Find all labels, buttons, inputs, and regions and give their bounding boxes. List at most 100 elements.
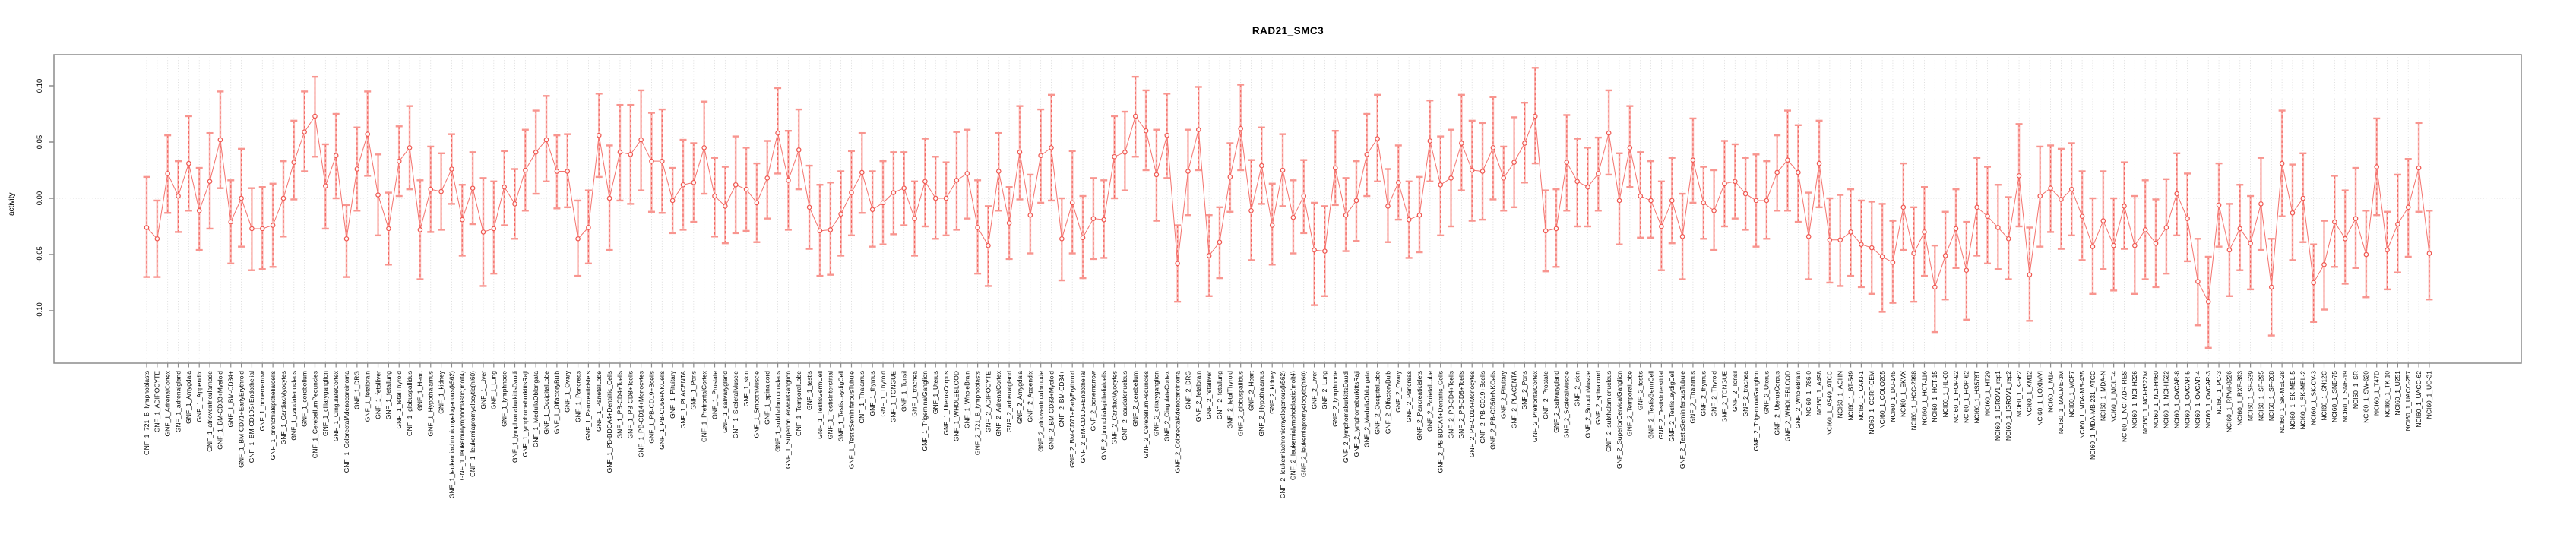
x-category-label: GNF_1_ciliaryganglion [321, 371, 329, 436]
data-point [1774, 169, 1780, 175]
data-point [975, 225, 980, 230]
x-category-label: GNF_1_WholeBrain [964, 371, 971, 428]
x-category-label: GNF_1_CerebellumPeduncles [311, 371, 318, 458]
x-category-label: GNF_1_cerebellum [300, 371, 308, 427]
data-point [1985, 213, 1990, 219]
x-category-label: NCI60_1_NCI-H460 [2152, 371, 2160, 428]
x-category-label: GNF_2_MedullaOblongata [1363, 371, 1371, 447]
x-category-label: GNF_2_Pituitary [1500, 370, 1508, 419]
x-category-label: NCI60_1_HCT-15 [1931, 371, 1938, 422]
data-point [565, 169, 571, 174]
x-category-label: GNF_1_Pancreaticislets [584, 371, 592, 441]
data-point [2353, 216, 2359, 221]
y-axis-title: activity [8, 192, 16, 216]
data-point [712, 193, 717, 199]
data-point [2395, 221, 2400, 227]
data-point [1049, 145, 1054, 150]
x-category-label: NCI60_1_KM12 [2026, 371, 2033, 417]
data-point [470, 185, 476, 191]
x-category-label: NCI60_1_K-562 [2015, 371, 2023, 417]
x-category-label: GNF_1_Ovary [564, 370, 571, 413]
x-category-label: NCI60_1_HOP-92 [1952, 371, 1960, 423]
x-category-label: GNF_1_Thyroid [879, 371, 887, 417]
data-point [1164, 132, 1170, 138]
error-bars [143, 67, 2433, 349]
data-point [259, 226, 265, 232]
data-point [838, 211, 843, 217]
x-category-label: GNF_2_leukemiapromyelocytic(hl60) [1300, 371, 1308, 477]
x-category-label: GNF_2_OlfactoryBulb [1384, 371, 1391, 434]
data-point [754, 200, 760, 206]
x-category-label: GNF_2_testis [1637, 371, 1644, 410]
data-point [691, 179, 697, 185]
x-category-label: GNF_2_Pons [1521, 371, 1528, 410]
x-category-label: GNF_2_AdrenalCortex [995, 370, 1002, 436]
data-point [1490, 145, 1496, 150]
x-category-label: GNF_2_TONGUE [1720, 371, 1728, 423]
data-point [596, 132, 602, 138]
data-point [217, 137, 223, 143]
data-point [1038, 153, 1043, 159]
x-category-label: NCI60_1_NCI-H522 [2163, 371, 2170, 428]
data-point [1185, 169, 1191, 174]
x-category-label: GNF_1_TrigeminalGanglion [921, 371, 929, 451]
x-category-label: NCI60_1_OVCAR-8 [2173, 371, 2180, 428]
data-point [1742, 191, 1748, 197]
data-point [954, 178, 960, 183]
data-point [365, 131, 371, 137]
data-point [302, 129, 307, 134]
x-category-label: GNF_1_adrenalgland [174, 371, 182, 433]
x-category-label: GNF_1_PB-CD14+Monocytes [637, 371, 644, 457]
x-category-label: GNF_2_leukemialymphoblastic(molt4) [1290, 371, 1297, 480]
data-point [1059, 236, 1065, 242]
x-category-label: GNF_2_thymus [1700, 371, 1707, 416]
data-point [2153, 240, 2159, 246]
x-category-label: NCI60_1_BT-549 [1847, 371, 1854, 421]
data-point [2174, 191, 2179, 197]
y-tick-label: -0.10 [36, 302, 44, 319]
data-point [1322, 248, 1328, 254]
data-point [932, 195, 938, 201]
data-point [2237, 226, 2243, 232]
x-category-label: NCI60_1_SNB-75 [2331, 371, 2338, 422]
x-category-label: GNF_1_PB-BDCA4+Dentritic_Cells [606, 371, 613, 473]
x-category-label: NCI60_1_HT29 [1983, 371, 1991, 416]
data-point [828, 227, 834, 232]
x-category-label: GNF_1_subthalamicnucleus [774, 371, 781, 452]
data-point [533, 150, 539, 155]
data-point [512, 201, 517, 207]
x-category-label: GNF_2_721_B_lymphoblasts [973, 371, 981, 455]
x-category-label: GNF_1_fetalThyroid [395, 371, 403, 429]
x-category-label: NCI60_1_A498 [1815, 371, 1823, 415]
data-point [1890, 260, 1896, 265]
x-category-label: GNF_1_TestisGermCell [816, 371, 824, 439]
x-category-label: GNF_1_CingulateCortex [332, 370, 340, 441]
data-point [2048, 185, 2053, 191]
x-category-label: GNF_1_PB-CD8+Tcells [627, 371, 635, 439]
x-category-label: NCI60_1_MDA-N [2100, 371, 2107, 421]
data-point [228, 219, 234, 225]
data-point [1238, 125, 1243, 131]
x-category-label: NCI60_1_SF-268 [2267, 371, 2275, 421]
x-category-label: GNF_2_PB-CD4+Tcells [1447, 371, 1454, 439]
data-point [1585, 184, 1590, 190]
x-category-label: GNF_1_lymphomaburkittsDaudi [511, 371, 518, 463]
x-category-label: GNF_1_salivarygland [721, 371, 729, 433]
x-category-label: GNF_2_Tonsil [1731, 371, 1739, 412]
data-point [2079, 213, 2085, 219]
data-point [817, 228, 823, 234]
x-category-label: NCI60_1_786-0 [1805, 371, 1812, 416]
data-point [2195, 279, 2201, 284]
data-point [1732, 179, 1738, 185]
x-category-label: GNF_2_BM-CD71+EarlyErythroid [1068, 371, 1076, 468]
data-point [1175, 261, 1180, 267]
x-category-label: GNF_2_leukemiachronicmyelogenous(k562) [1279, 371, 1286, 498]
data-point [1301, 193, 1307, 199]
x-category-label: GNF_1_Pancreas [574, 371, 581, 422]
x-category-label: GNF_1_CardiacMyocytes [280, 371, 287, 444]
data-point [764, 175, 771, 181]
x-category-label: GNF_1_Appendix [195, 370, 203, 422]
x-category-label: NCI60_1_IGROV1_rep2 [2005, 371, 2012, 441]
data-point [1364, 151, 1370, 157]
x-category-label: GNF_2_TestisGermCell [1647, 371, 1654, 439]
